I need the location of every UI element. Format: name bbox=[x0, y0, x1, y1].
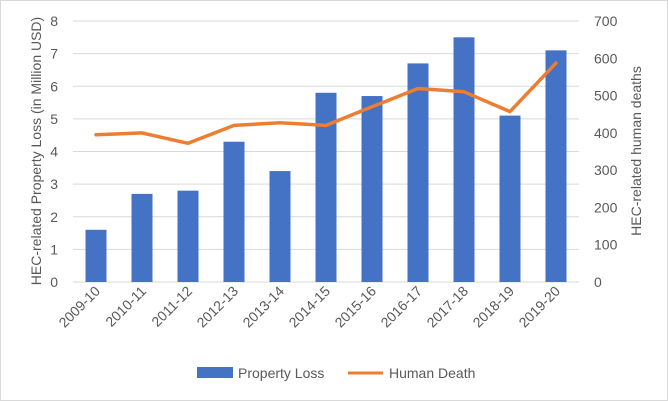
bar-property-loss bbox=[407, 63, 429, 282]
bar-property-loss bbox=[361, 96, 383, 282]
right-tick-label: 700 bbox=[594, 13, 618, 29]
line-human-death bbox=[94, 61, 558, 146]
left-tick-label: 0 bbox=[50, 274, 58, 290]
left-axis-ticks: 0 1 2 3 4 5 6 7 8 bbox=[50, 13, 58, 290]
x-tick-label: 2018-19 bbox=[469, 283, 517, 331]
x-tick-label: 2019-20 bbox=[515, 283, 563, 331]
right-tick-label: 200 bbox=[594, 199, 618, 215]
bar-property-loss bbox=[315, 92, 337, 283]
bar-property-loss bbox=[545, 50, 567, 282]
x-tick-label: 2017-18 bbox=[423, 283, 471, 331]
left-axis-title: HEC-related Property Loss (in Million US… bbox=[28, 17, 44, 285]
left-tick-label: 7 bbox=[50, 46, 58, 62]
x-tick-label: 2013-14 bbox=[239, 283, 287, 331]
right-tick-label: 0 bbox=[594, 274, 602, 290]
x-tick-label: 2011-12 bbox=[148, 283, 195, 330]
left-tick-label: 5 bbox=[50, 111, 58, 127]
x-tick-label: 2010-11 bbox=[102, 283, 149, 330]
bar-property-loss bbox=[85, 229, 107, 282]
bar-property-loss bbox=[177, 190, 199, 282]
left-tick-label: 3 bbox=[50, 176, 58, 192]
left-tick-label: 2 bbox=[50, 209, 58, 225]
bar-property-loss bbox=[223, 141, 245, 282]
bar-property-loss bbox=[499, 115, 521, 282]
x-tick-label: 2014-15 bbox=[285, 283, 333, 331]
left-tick-label: 1 bbox=[50, 241, 58, 257]
x-tick-label: 2009-10 bbox=[55, 283, 103, 331]
line-series-human-death bbox=[94, 61, 558, 146]
right-tick-label: 100 bbox=[594, 237, 618, 253]
legend-label-property-loss: Property Loss bbox=[238, 365, 324, 381]
left-tick-label: 6 bbox=[50, 78, 58, 94]
left-tick-label: 4 bbox=[50, 144, 58, 160]
right-axis-ticks: 0 100 200 300 400 500 600 700 bbox=[594, 13, 618, 290]
right-tick-label: 600 bbox=[594, 50, 618, 66]
legend-label-human-death: Human Death bbox=[389, 365, 475, 381]
bar-property-loss bbox=[131, 193, 153, 282]
right-tick-label: 300 bbox=[594, 162, 618, 178]
right-tick-label: 500 bbox=[594, 88, 618, 104]
x-tick-label: 2016-17 bbox=[377, 283, 425, 331]
legend-swatch-property-loss bbox=[197, 367, 233, 378]
bar-property-loss bbox=[453, 37, 475, 282]
x-tick-label: 2012-13 bbox=[193, 283, 241, 331]
x-axis-ticks: 2009-10 2010-11 2011-122012-132013-142014-… bbox=[55, 283, 563, 331]
right-axis-title: HEC-related human deaths bbox=[628, 66, 644, 236]
left-tick-label: 8 bbox=[50, 13, 58, 29]
right-tick-label: 400 bbox=[594, 125, 618, 141]
x-tick-label: 2015-16 bbox=[331, 283, 379, 331]
bar-property-loss bbox=[269, 171, 291, 282]
legend: Property Loss Human Death bbox=[197, 365, 475, 381]
bar-series-property-loss bbox=[85, 37, 567, 283]
